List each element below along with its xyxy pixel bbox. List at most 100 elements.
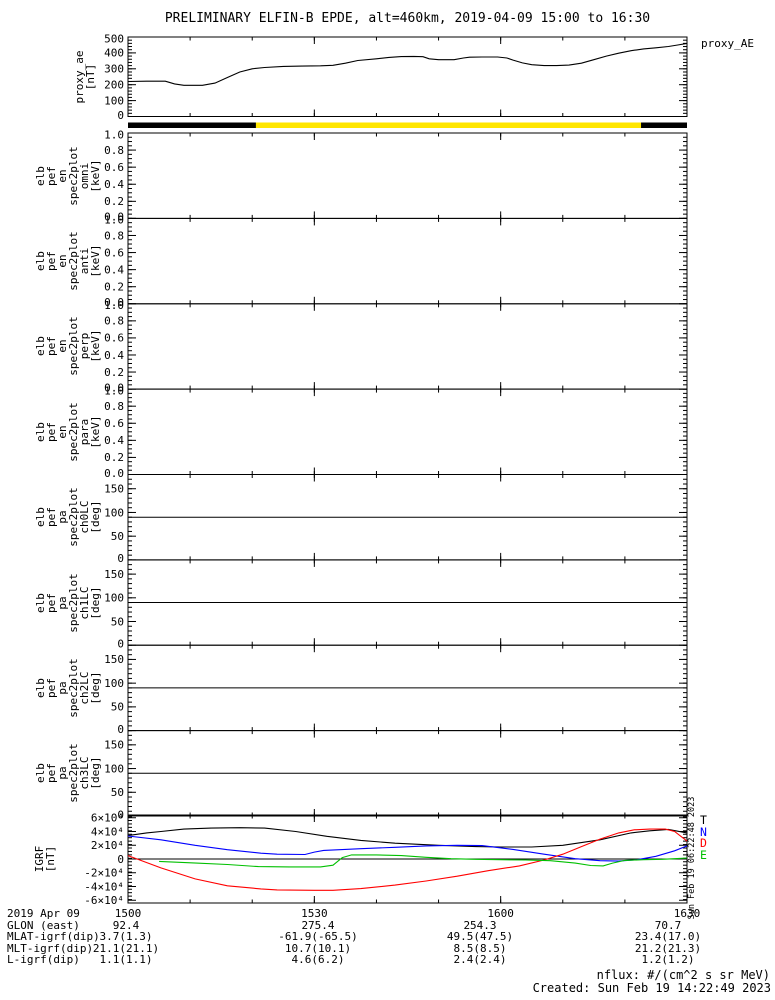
series-igrf-E [159,854,688,868]
footer-value: 23.4(17.0) [634,930,702,943]
ytick-label-ch2LC: 100 [104,677,124,690]
xtick-label: 1530 [301,907,328,920]
ylabel-anti-1: anti [keV] [78,244,102,278]
page-title: PRELIMINARY ELFIN-B EPDE, alt=460km, 201… [164,11,651,26]
ytick-label-ch3LC: 50 [111,786,124,799]
footer-row: 2019 Apr 09 1500 1530 1600 1630 [0,908,775,920]
panel-frame-omni [127,132,688,219]
ytick-label-proxy: 100 [104,94,124,107]
ylabel-para-0: elb pef en spec2plot [34,401,80,462]
ytick-label-proxy: 200 [104,79,124,92]
series-igrf-N [127,835,688,862]
footer-row: MLT-igrf(dip) 21.1(21.1) 10.7(10.1) 8.5(8.5… [0,941,775,955]
ytick-label-ch3LC: 100 [104,762,124,775]
ytick-label-ch2LC: 150 [104,653,124,666]
ytick-label-omni: 0.8 [104,144,124,157]
ytick-label-ch3LC: 0 [117,808,124,821]
footer-value: 3.7(1.3) [99,930,153,943]
ytick-label-igrf: -2×10⁴ [84,867,124,880]
footer-value: 1.2(1.2) [641,953,695,966]
ylabel-ch2LC-0: elb pef pa spec2plot [34,658,80,718]
ytick-label-ch1LC: 50 [111,615,124,628]
ylabel-ch2LC-1: ch2LC [deg] [78,671,102,705]
nflux-units-note: nflux: #/(cm^2 s sr MeV) [596,968,770,982]
created-timestamp: Created: Sun Feb 19 14:22:49 2023 [532,981,771,995]
ytick-label-anti: 0.6 [104,246,124,259]
ytick-label-ch0LC: 0 [117,552,124,565]
ytick-label-igrf: 2×10⁴ [91,839,124,852]
ylabel-ch3LC-0: elb pef pa spec2plot [34,743,80,804]
ytick-label-omni: 0.2 [104,195,124,208]
ytick-label-proxy: 500 [104,32,124,45]
ylabel-proxy-0: proxy_ae [nT] [73,50,97,104]
series-proxy-proxy_AE [127,42,688,86]
ytick-label-ch0LC: 50 [111,530,124,543]
ytick-label-omni: 1.0 [104,128,124,141]
ylabel-ch1LC-1: ch1LC [deg] [78,585,102,620]
series-igrf-D [127,828,688,891]
ytick-label-igrf: 6×10⁴ [91,812,124,825]
footer-row: L-igrf(dip) 1.1(1.1) 4.6(6.2) 2.4(2.4) 1.2(1… [0,954,775,966]
footer-row-label: MLT-igrf(dip) [7,941,94,955]
ytick-label-ch0LC: 100 [104,506,124,519]
ytick-label-anti: 1.0 [104,214,124,227]
ylabel-ch0LC-1: ch0LC [deg] [78,500,102,534]
ylabel-ch1LC-0: elb pef pa spec2plot [34,572,80,633]
panel-frame-anti [127,217,688,305]
legend-letter-T: T [700,813,707,827]
footer-value: 49.5(47.5) [446,930,514,943]
position-colorbar-segment [128,122,256,128]
footer-value: 21.2(21.3) [634,941,702,955]
xtick-label: 1600 [487,907,514,920]
ytick-label-igrf: 0 [117,853,124,866]
footer-value: 8.5(8.5) [453,941,507,955]
ytick-label-para: 0.2 [104,451,124,464]
ytick-label-para: 1.0 [104,384,124,397]
footer-row-label: 2019 Apr 09 [7,907,80,920]
ylabel-anti-0: elb pef en spec2plot [34,231,80,291]
ytick-label-omni: 0.4 [104,178,124,191]
footer-value: 2.4(2.4) [453,953,507,966]
legend-letter-D: D [700,836,707,850]
ylabel-omni-1: omni [keV] [78,159,102,193]
footer-value: 254.3 [463,918,497,932]
ytick-label-perp: 0.0 [104,381,124,394]
ylabel-omni-0: elb pef en spec2plot [34,145,80,206]
ytick-label-anti: 0.2 [104,281,124,294]
ytick-label-anti: 0.8 [104,229,124,242]
footer-row: MLAT-igrf(dip) 3.7(1.3) -61.9(-65.5) 49.5(4… [0,931,775,943]
footer-row-label: MLAT-igrf(dip) [7,930,100,943]
ytick-label-para: 0.8 [104,400,124,413]
ytick-label-para: 0.0 [104,467,124,480]
ytick-label-perp: 1.0 [104,299,124,312]
ytick-label-anti: 0.4 [104,263,124,276]
proxy-ae-right-label: proxy_AE [701,37,754,50]
ytick-label-para: 0.6 [104,417,124,430]
ytick-label-ch1LC: 0 [117,638,124,651]
legend-letter-N: N [700,824,707,839]
footer-value: 275.4 [301,918,335,932]
ytick-label-perp: 0.6 [104,332,124,345]
footer-row-label: GLON (east) [7,918,80,932]
ylabel-ch3LC-1: ch3LC [deg] [78,756,102,790]
ytick-label-ch0LC: 150 [104,483,124,496]
ytick-label-ch2LC: 50 [111,701,124,714]
footer-value: 70.7 [654,918,682,932]
ylabel-ch0LC-0: elb pef pa spec2plot [34,487,80,547]
ylabel-para-1: para [keV] [78,415,102,449]
footer-value: 10.7(10.1) [284,941,352,955]
ytick-label-para: 0.4 [104,434,124,447]
ytick-label-proxy: 400 [104,47,124,60]
panel-frame-para [127,388,688,476]
footer-value: 4.6(6.2) [291,953,345,966]
legend-letter-E: E [700,847,707,862]
ytick-label-ch1LC: 100 [104,592,124,605]
ytick-label-ch2LC: 0 [117,723,124,736]
footer-row: GLON (east) 92.4 275.4 254.3 70.7 [0,918,775,932]
ylabel-perp-1: perp [keV] [78,329,102,363]
ytick-label-perp: 0.2 [104,366,124,379]
xtick-label: 1500 [114,907,142,920]
ytick-label-ch1LC: 150 [104,568,124,581]
footer-value: -61.9(-65.5) [278,930,358,943]
